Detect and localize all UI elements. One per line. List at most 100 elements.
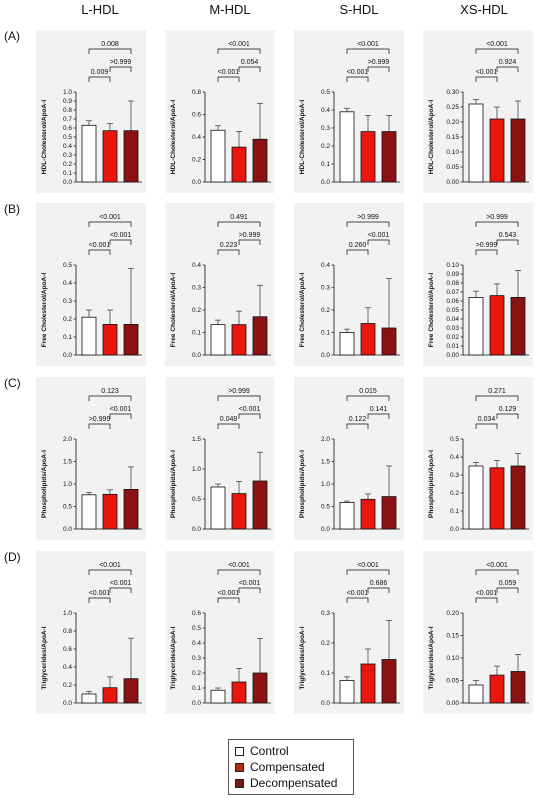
bar-decompensated-2-1 [381, 327, 397, 356]
p-value-label-2-0-1: >0.999 [368, 59, 390, 66]
y-tick-label-0-3-3: 0.6 [63, 646, 72, 653]
p-value-label-2-0-2: <0.001 [357, 41, 379, 48]
legend-label-control: Control [250, 744, 289, 758]
significance-bracket-0-1-2 [88, 221, 132, 227]
p-value-label-1-1-1: >0.999 [239, 232, 261, 239]
y-tick-label-3-1-9: 0.09 [446, 271, 459, 278]
legend-swatch-decompensated [235, 778, 244, 788]
significance-bracket-2-3-2 [346, 569, 390, 575]
row-label-0: (A) [4, 29, 20, 43]
y-tick-label-3-1-2: 0.02 [446, 334, 459, 341]
bar-control-2-3 [339, 680, 355, 704]
bar-decompensated-0-2 [123, 488, 139, 530]
significance-bracket-3-0-0 [475, 76, 498, 82]
column-title-l-hdl: L-HDL [81, 2, 119, 17]
y-tick-label-3-3-0: 0.00 [446, 700, 459, 707]
y-tick-label-3-1-5: 0.05 [446, 307, 459, 314]
y-tick-label-2-2-3: 1.5 [321, 459, 330, 466]
bar-control-0-1 [81, 316, 97, 356]
significance-bracket-3-2-1 [496, 413, 519, 419]
y-tick-label-3-0-3: 0.15 [446, 134, 459, 141]
bar-compensated-1-2 [231, 493, 247, 530]
y-tick-label-0-0-9: 0.9 [63, 98, 72, 105]
y-tick-label-0-0-10: 1.0 [63, 89, 72, 96]
p-value-label-1-2-2: >0.999 [228, 388, 250, 395]
significance-bracket-3-3-1 [496, 587, 519, 593]
bar-decompensated-0-3 [123, 678, 139, 704]
p-value-label-3-3-1: 0.059 [499, 580, 517, 587]
significance-bracket-3-3-2 [475, 569, 519, 575]
y-tick-label-2-2-1: 0.5 [321, 504, 330, 511]
bar-compensated-0-2 [102, 493, 118, 530]
p-value-label-3-1-1: 0.543 [499, 232, 517, 239]
significance-bracket-2-0-2 [346, 48, 390, 54]
legend-item-control: Control [235, 743, 347, 759]
p-value-label-3-0-0: <0.001 [476, 69, 498, 76]
p-value-label-0-2-2: 0.123 [101, 388, 119, 395]
bar-control-0-2 [81, 494, 97, 530]
bar-control-3-0 [468, 103, 484, 183]
y-tick-label-0-1-0: 0.0 [63, 352, 72, 359]
bar-decompensated-0-0 [123, 130, 139, 183]
bar-compensated-1-3 [231, 681, 247, 704]
y-tick-label-2-2-0: 0.0 [321, 526, 330, 533]
p-value-label-1-1-2: 0.491 [230, 214, 248, 221]
legend: Control Compensated Decompensated [228, 739, 354, 795]
y-tick-label-0-2-4: 2.0 [63, 436, 72, 443]
significance-bracket-1-3-0 [217, 597, 240, 603]
significance-bracket-0-0-2 [88, 48, 132, 54]
significance-bracket-1-1-1 [238, 239, 261, 245]
column-title-m-hdl: M-HDL [209, 2, 250, 17]
p-value-label-1-3-0: <0.001 [218, 590, 240, 597]
p-value-label-3-2-2: 0.271 [488, 388, 506, 395]
y-tick-label-0-0-1: 0.1 [63, 170, 72, 177]
significance-bracket-2-3-0 [346, 597, 369, 603]
p-value-label-2-1-1: <0.001 [368, 232, 390, 239]
y-tick-label-1-3-0: 0.0 [192, 700, 201, 707]
bar-control-1-2 [210, 486, 226, 530]
y-axis-label-0-0: HDL-Cholesterol/ApoA-I [41, 100, 48, 175]
bar-compensated-3-2 [489, 467, 505, 530]
y-tick-label-2-1-0: 0.0 [321, 352, 330, 359]
p-value-label-0-0-2: 0.008 [101, 41, 119, 48]
bar-control-2-2 [339, 502, 355, 530]
y-tick-label-1-3-4: 0.4 [192, 640, 201, 647]
y-tick-label-2-3-2: 0.2 [321, 640, 330, 647]
y-tick-label-0-1-5: 0.5 [63, 262, 72, 269]
y-tick-label-3-0-4: 0.20 [446, 119, 459, 126]
p-value-label-2-3-0: <0.001 [347, 590, 369, 597]
y-axis-label-2-3: Triglycerides/ApoA-I [299, 626, 306, 689]
y-tick-label-3-0-2: 0.10 [446, 149, 459, 156]
y-tick-label-0-1-1: 0.1 [63, 334, 72, 341]
y-axis-label-0-3: Triglycerides/ApoA-I [41, 626, 48, 689]
bar-control-1-1 [210, 324, 226, 356]
bar-compensated-1-1 [231, 324, 247, 356]
y-tick-label-2-1-4: 0.4 [321, 262, 330, 269]
p-value-label-0-1-0: <0.001 [89, 242, 111, 249]
legend-label-compensated: Compensated [250, 760, 325, 774]
y-tick-label-1-2-3: 1.5 [192, 436, 201, 443]
p-value-label-0-3-0: <0.001 [89, 590, 111, 597]
significance-bracket-1-0-2 [217, 48, 261, 54]
y-tick-label-0-1-3: 0.3 [63, 298, 72, 305]
y-tick-label-0-2-0: 0.0 [63, 526, 72, 533]
bar-control-0-0 [81, 124, 97, 183]
p-value-label-1-1-0: 0.223 [220, 242, 238, 249]
y-tick-label-1-1-4: 0.4 [192, 262, 201, 269]
y-tick-label-2-2-4: 2.0 [321, 436, 330, 443]
y-tick-label-2-3-1: 0.1 [321, 670, 330, 677]
p-value-label-1-2-1: <0.001 [239, 406, 261, 413]
legend-swatch-compensated [235, 762, 244, 772]
y-tick-label-3-1-0: 0.00 [446, 352, 459, 359]
y-tick-label-0-0-4: 0.4 [63, 143, 72, 150]
column-title-s-hdl: S-HDL [339, 2, 378, 17]
significance-bracket-1-3-1 [238, 587, 261, 593]
y-tick-label-3-2-1: 0.1 [450, 508, 459, 515]
y-axis-label-0-2: Phospholipids/ApoA-I [41, 450, 48, 518]
y-tick-label-3-1-3: 0.03 [446, 325, 459, 332]
bar-decompensated-1-0 [252, 138, 268, 183]
y-tick-label-2-1-1: 0.1 [321, 330, 330, 337]
y-tick-label-3-3-2: 0.10 [446, 655, 459, 662]
bar-control-2-1 [339, 332, 355, 356]
y-tick-label-2-3-3: 0.3 [321, 610, 330, 617]
